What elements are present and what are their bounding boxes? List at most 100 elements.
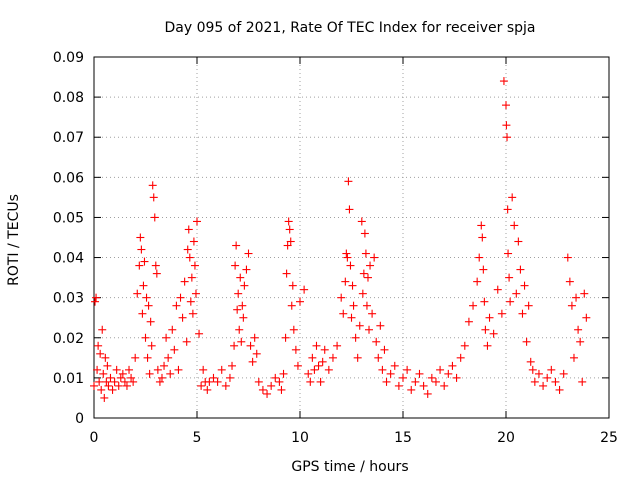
y-tick-label: 0 bbox=[75, 411, 84, 427]
data-point bbox=[285, 225, 294, 234]
data-point bbox=[168, 325, 177, 334]
data-point bbox=[503, 205, 512, 214]
data-point bbox=[141, 333, 150, 342]
data-point bbox=[505, 273, 514, 282]
data-point bbox=[407, 385, 416, 394]
data-point bbox=[151, 261, 160, 270]
data-point bbox=[580, 289, 589, 298]
data-point bbox=[236, 273, 245, 282]
data-point bbox=[187, 273, 196, 282]
data-point bbox=[563, 253, 572, 262]
y-tick-label: 0.02 bbox=[53, 331, 84, 347]
data-point bbox=[112, 365, 121, 374]
data-point bbox=[503, 133, 512, 142]
data-point bbox=[316, 377, 325, 386]
data-point bbox=[144, 301, 153, 310]
data-point bbox=[304, 369, 313, 378]
data-point bbox=[283, 241, 292, 250]
data-point bbox=[162, 333, 171, 342]
data-point bbox=[104, 381, 113, 390]
x-tick-label: 20 bbox=[497, 430, 515, 446]
data-point bbox=[508, 193, 517, 202]
data-point bbox=[148, 181, 157, 190]
data-point bbox=[308, 353, 317, 362]
data-point bbox=[524, 301, 533, 310]
data-point bbox=[203, 385, 212, 394]
data-point bbox=[475, 253, 484, 262]
data-point bbox=[146, 317, 155, 326]
data-point bbox=[543, 373, 552, 382]
data-point bbox=[140, 257, 149, 266]
y-tick-label: 0.06 bbox=[53, 170, 84, 186]
data-point bbox=[431, 377, 440, 386]
data-point bbox=[102, 377, 111, 386]
data-point bbox=[99, 369, 108, 378]
data-point bbox=[184, 225, 193, 234]
data-point bbox=[456, 353, 465, 362]
data-point bbox=[136, 233, 145, 242]
data-point bbox=[199, 365, 208, 374]
data-point bbox=[520, 281, 529, 290]
data-point bbox=[118, 369, 127, 378]
data-point bbox=[436, 365, 445, 374]
x-tick-label: 25 bbox=[600, 430, 618, 446]
data-point bbox=[469, 301, 478, 310]
data-point bbox=[452, 373, 461, 382]
data-point bbox=[193, 217, 201, 226]
data-point bbox=[289, 325, 298, 334]
plot-frame bbox=[93, 56, 610, 419]
data-point bbox=[345, 205, 354, 214]
data-point bbox=[512, 289, 521, 298]
data-point bbox=[291, 345, 300, 354]
data-point bbox=[183, 245, 192, 254]
data-point bbox=[483, 341, 492, 350]
data-point bbox=[314, 361, 323, 370]
data-point bbox=[284, 217, 293, 226]
data-point bbox=[365, 325, 374, 334]
data-point bbox=[281, 333, 290, 342]
data-point bbox=[92, 293, 101, 302]
data-point bbox=[267, 381, 276, 390]
data-point bbox=[411, 377, 420, 386]
data-point bbox=[195, 329, 204, 338]
data-point bbox=[355, 321, 364, 330]
data-point bbox=[221, 381, 230, 390]
data-point bbox=[341, 277, 350, 286]
data-point bbox=[310, 365, 319, 374]
data-point bbox=[386, 369, 395, 378]
data-point bbox=[98, 325, 107, 334]
data-point bbox=[510, 221, 519, 230]
data-point bbox=[504, 249, 513, 258]
data-point bbox=[444, 369, 453, 378]
data-point bbox=[275, 377, 284, 386]
y-tick-label: 0.07 bbox=[53, 130, 84, 146]
data-point bbox=[380, 345, 389, 354]
data-point bbox=[209, 373, 218, 382]
data-point bbox=[479, 265, 488, 274]
data-point bbox=[139, 281, 148, 290]
data-point bbox=[366, 261, 375, 270]
x-tick-label: 0 bbox=[90, 430, 99, 446]
data-point bbox=[176, 293, 185, 302]
data-point bbox=[516, 265, 525, 274]
data-point bbox=[135, 261, 144, 270]
chart-title: Day 095 of 2021, Rate Of TEC Index for r… bbox=[164, 20, 535, 36]
data-point bbox=[360, 229, 369, 238]
data-point bbox=[122, 381, 131, 390]
data-point bbox=[502, 121, 511, 130]
data-point bbox=[574, 325, 583, 334]
data-point bbox=[286, 237, 295, 246]
data-point bbox=[108, 385, 117, 394]
data-point bbox=[114, 381, 123, 390]
data-point bbox=[133, 289, 142, 298]
data-point bbox=[362, 301, 371, 310]
data-point bbox=[423, 389, 432, 398]
y-tick-label: 0.09 bbox=[53, 50, 84, 66]
data-point bbox=[233, 305, 242, 314]
data-point bbox=[300, 285, 309, 294]
data-point bbox=[271, 373, 280, 382]
data-point bbox=[166, 369, 175, 378]
data-point bbox=[185, 253, 194, 262]
data-point bbox=[502, 101, 510, 110]
data-point bbox=[378, 365, 387, 374]
